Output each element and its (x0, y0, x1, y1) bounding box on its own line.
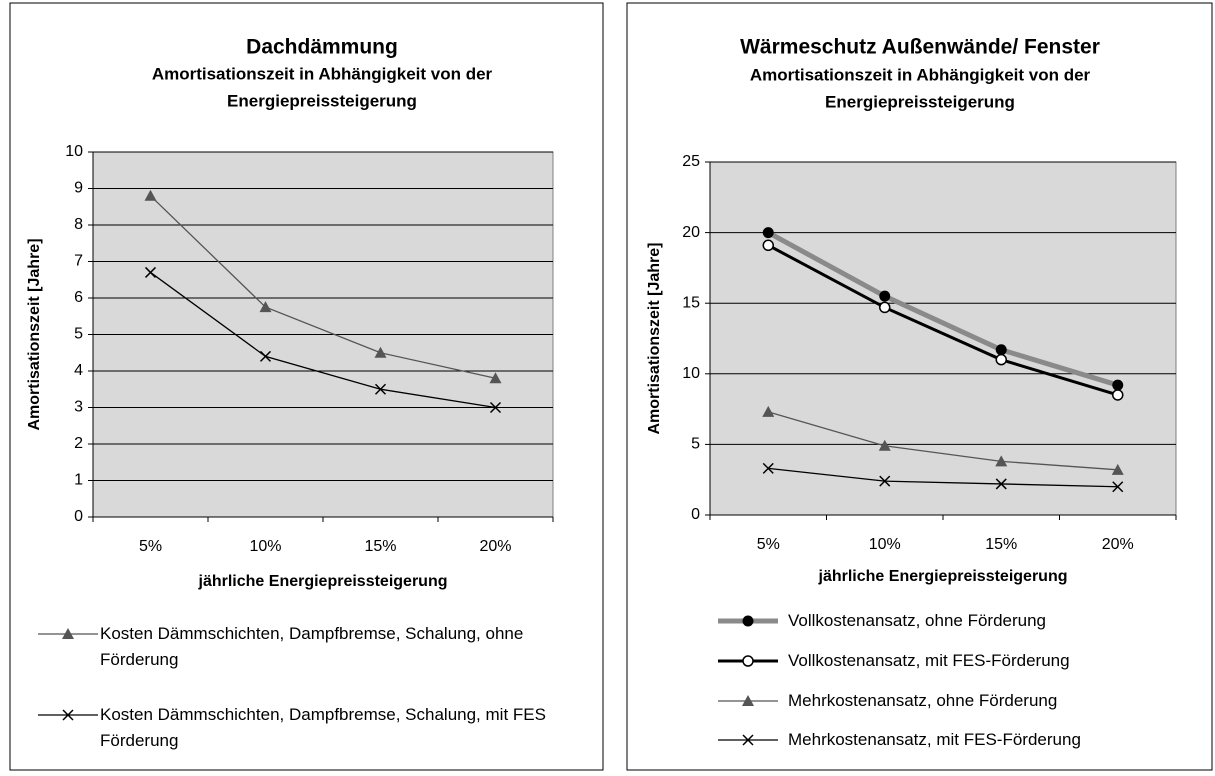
x-tick-label: 10% (249, 538, 281, 555)
series-line (768, 467, 1118, 488)
marker (374, 346, 387, 358)
series-line (150, 195, 496, 379)
marker (144, 266, 157, 278)
x-tick-label: 5% (139, 538, 162, 555)
marker (259, 350, 272, 362)
marker (1112, 481, 1124, 493)
marker (742, 695, 754, 706)
y-axis-label: Amortisationszeit [Jahre] (646, 242, 663, 434)
marker (879, 290, 891, 302)
marker (995, 344, 1007, 356)
marker (995, 353, 1007, 366)
x-tick-label: 20% (1102, 536, 1134, 553)
x-axis-label: jährliche Energiepreissteigerung (198, 573, 448, 590)
marker (742, 615, 754, 627)
marker (1112, 379, 1124, 391)
y-tick-label: 10 (65, 143, 83, 160)
chart-subtitle: Energiepreissteigerung (825, 92, 1015, 111)
y-tick-label: 4 (74, 362, 83, 379)
marker (762, 239, 774, 252)
marker (489, 401, 502, 414)
y-tick-label: 6 (74, 289, 83, 306)
series-line (767, 243, 1119, 397)
marker (762, 227, 774, 239)
chart-subtitle: Amortisationszeit in Abhängigkeit von de… (152, 64, 493, 83)
marker (1111, 463, 1124, 475)
marker (62, 628, 74, 639)
marker (878, 439, 891, 451)
marker (742, 655, 754, 667)
y-tick-label: 0 (691, 506, 700, 523)
x-tick-label: 15% (985, 536, 1017, 553)
marker (259, 301, 272, 313)
marker (879, 301, 891, 314)
y-tick-label: 8 (74, 216, 83, 233)
y-tick-label: 3 (74, 399, 83, 416)
y-tick-label: 5 (74, 326, 83, 343)
legend-label: Vollkostenansatz, mit FES-Förderung (788, 651, 1070, 670)
series-line (767, 230, 1119, 388)
y-tick-label: 25 (682, 153, 700, 170)
plot-area (709, 161, 1177, 516)
y-tick-label: 0 (74, 508, 83, 525)
x-tick-label: 5% (757, 536, 780, 553)
marker (489, 372, 502, 384)
chart-subtitle: Energiepreissteigerung (227, 91, 417, 110)
marker (1112, 389, 1124, 401)
y-tick-label: 15 (682, 294, 700, 311)
marker (144, 189, 157, 201)
chart-title: Dachdämmung (246, 36, 398, 59)
series-line (150, 271, 496, 409)
marker (374, 383, 387, 395)
marker (879, 475, 891, 487)
legend-label: Mehrkostenansatz, mit FES-Förderung (788, 730, 1081, 749)
x-tick-label: 20% (479, 538, 511, 555)
marker (762, 405, 775, 417)
legend-label: Mehrkostenansatz, ohne Förderung (788, 691, 1058, 710)
marker (995, 478, 1007, 490)
marker (742, 734, 754, 746)
y-tick-label: 9 (74, 180, 83, 197)
marker (62, 709, 74, 721)
chart-title: Wärmeschutz Außenwände/ Fenster (740, 36, 1100, 59)
y-tick-label: 5 (691, 436, 700, 453)
y-tick-label: 7 (74, 253, 83, 270)
y-tick-label: 1 (74, 472, 83, 489)
legend-label: Kosten Dämmschichten, Dampfbremse, Schal… (100, 705, 546, 750)
chart-subtitle: Amortisationszeit in Abhängigkeit von de… (750, 65, 1091, 84)
x-axis-label: jährliche Energiepreissteigerung (818, 568, 1068, 585)
series-line (768, 411, 1118, 471)
y-tick-label: 10 (682, 365, 700, 382)
y-tick-label: 20 (682, 224, 700, 241)
x-tick-label: 15% (364, 538, 396, 555)
marker (995, 455, 1008, 467)
y-tick-label: 2 (74, 435, 83, 452)
marker (762, 462, 774, 474)
legend-label: Kosten Dämmschichten, Dampfbremse, Schal… (100, 624, 524, 669)
x-tick-label: 10% (869, 536, 901, 553)
y-axis-label: Amortisationszeit [Jahre] (26, 238, 43, 430)
legend-label: Vollkostenansatz, ohne Förderung (788, 611, 1047, 630)
